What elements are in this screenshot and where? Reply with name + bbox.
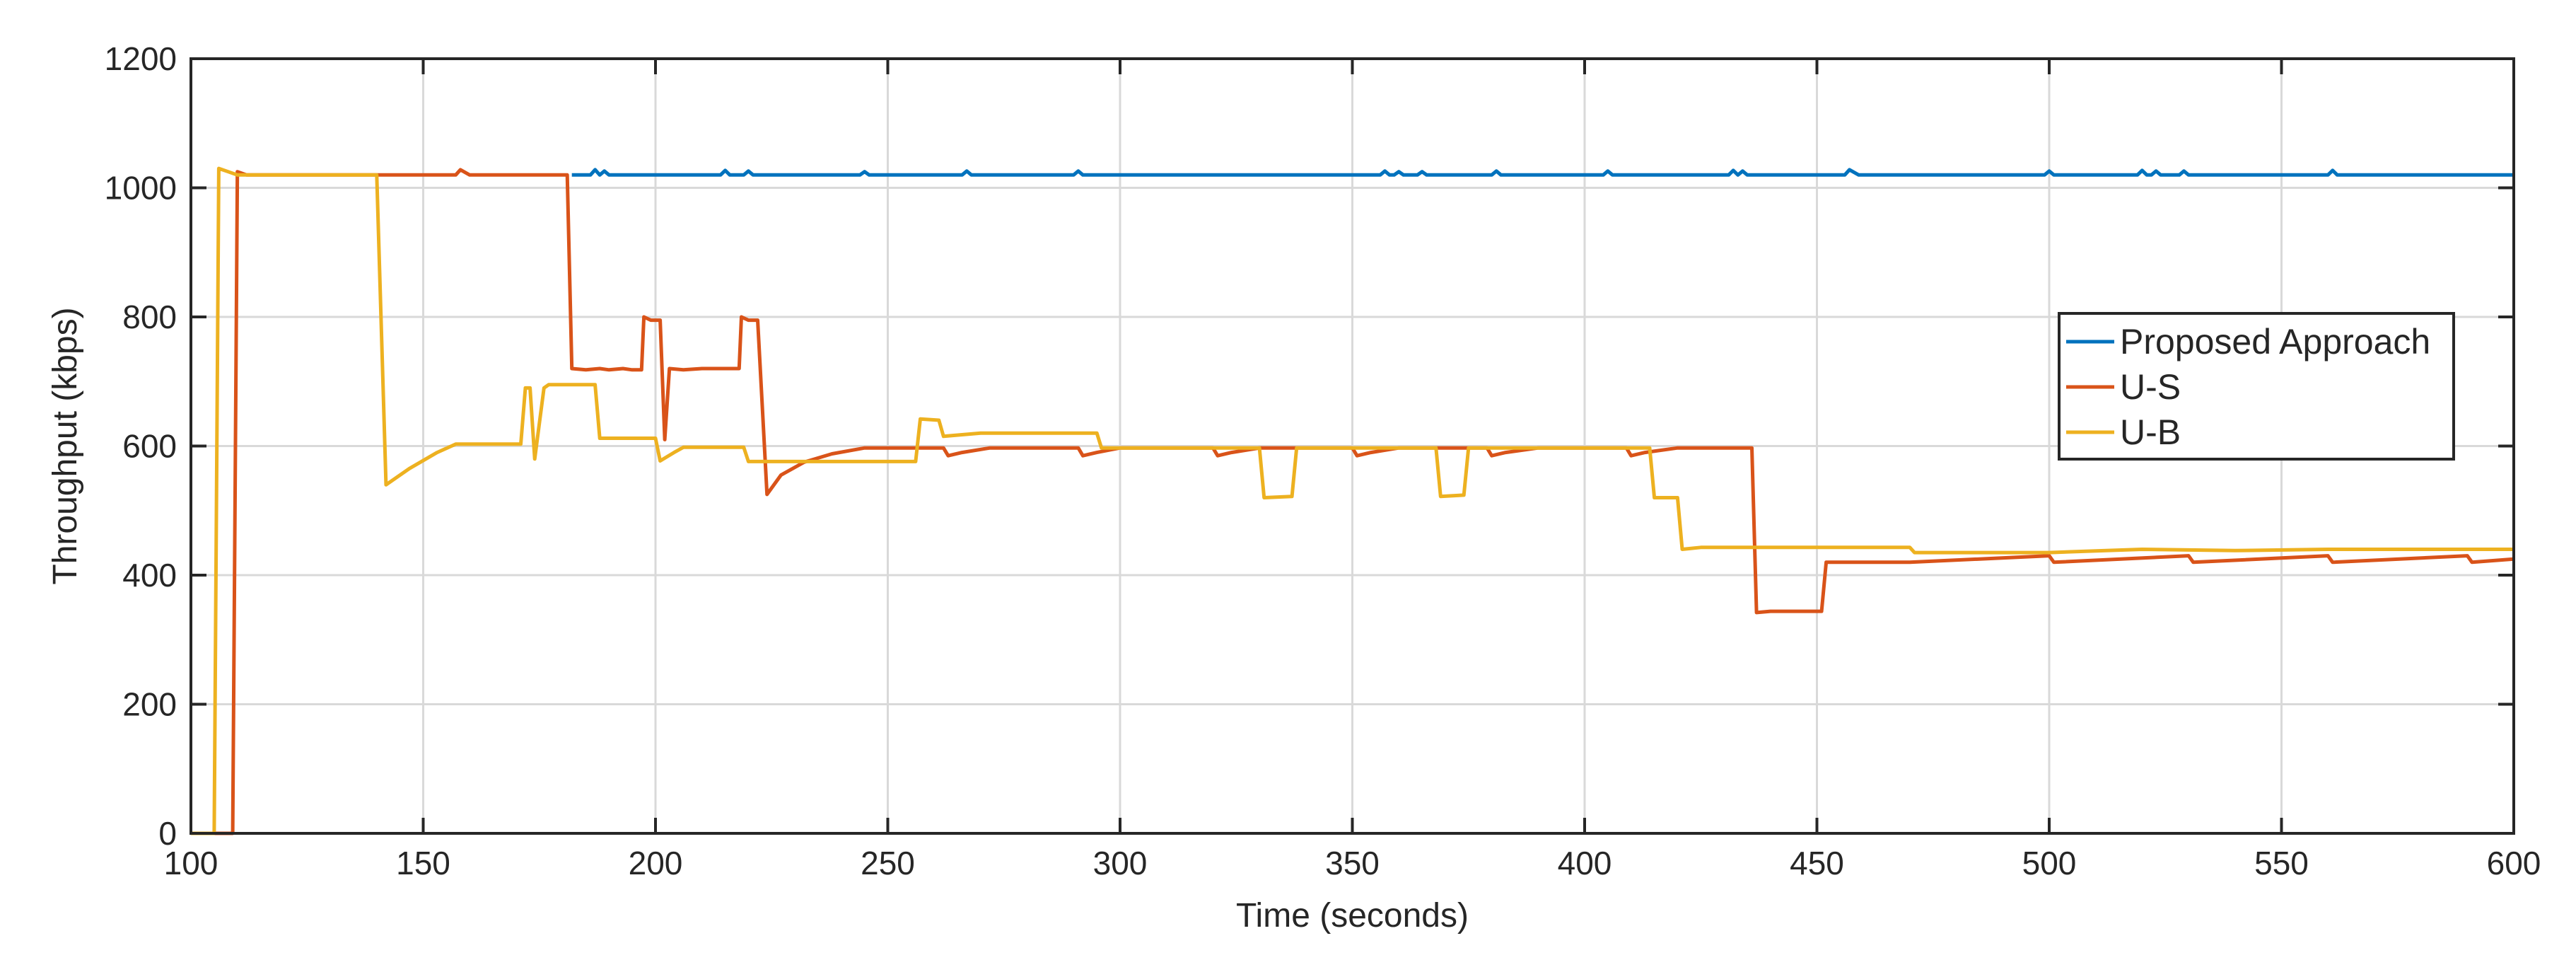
legend-label-0: Proposed Approach [2120,322,2430,361]
x-tick-label: 550 [2254,845,2309,881]
series-line-1 [191,168,2514,835]
x-tick-label: 600 [2487,845,2541,881]
legend-label-1: U-S [2120,367,2181,407]
x-tick-label: 350 [1325,845,1380,881]
x-axis-label: Time (seconds) [1236,897,1469,935]
x-tick-label: 500 [2022,845,2077,881]
legend: Proposed Approach U-S U-B [2058,312,2455,461]
x-tick-label: 400 [1558,845,1612,881]
y-tick-label: 1000 [105,170,177,207]
x-tick-label: 150 [396,845,450,881]
axis-ticks: 100 150 200 250 300 350 400 450 500 550 600 0 200 400… [105,40,2541,881]
y-tick-label: 600 [122,428,177,465]
series-lines [191,166,2514,835]
series-line-2 [191,166,2514,835]
legend-box [2058,312,2455,461]
x-tick-label: 100 [164,845,218,881]
series-line-0 [571,168,2514,177]
x-tick-label: 250 [861,845,915,881]
y-tick-label: 0 [158,815,177,852]
y-axis-label: Throughput (kbps) [47,307,84,584]
y-tick-label: 800 [122,299,177,335]
x-tick-label: 200 [629,845,683,881]
legend-label-2: U-B [2120,412,2181,452]
x-tick-label: 300 [1093,845,1148,881]
x-tick-label: 450 [1790,845,1844,881]
y-tick-label: 400 [122,557,177,594]
y-tick-label: 200 [122,686,177,723]
y-tick-label: 1200 [105,40,177,77]
